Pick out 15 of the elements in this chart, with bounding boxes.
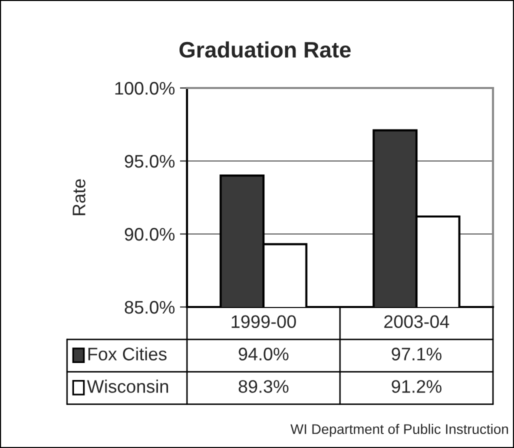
y-tick-label: 90.0% [124,228,175,241]
text: WI Department of Public Instruction [290,424,508,437]
data-label: 94.0% [238,348,288,360]
legend-label: Wisconsin [87,380,168,393]
x-tick-label: 2003-04 [384,315,450,328]
y-tick-label: 95.0% [124,154,175,168]
y-axis-title: Rate [72,179,86,216]
legend-label: Fox Cities [88,347,167,360]
data-label: 91.2% [392,380,442,393]
data-label: 89.3% [238,380,288,393]
x-tick-label: 1999-00 [232,315,296,328]
chart-title: Graduation Rate [179,41,351,58]
y-tick-label: 100.0% [115,82,175,95]
y-tick-label: 85.0% [124,300,175,314]
data-label: 97.1% [392,348,442,360]
